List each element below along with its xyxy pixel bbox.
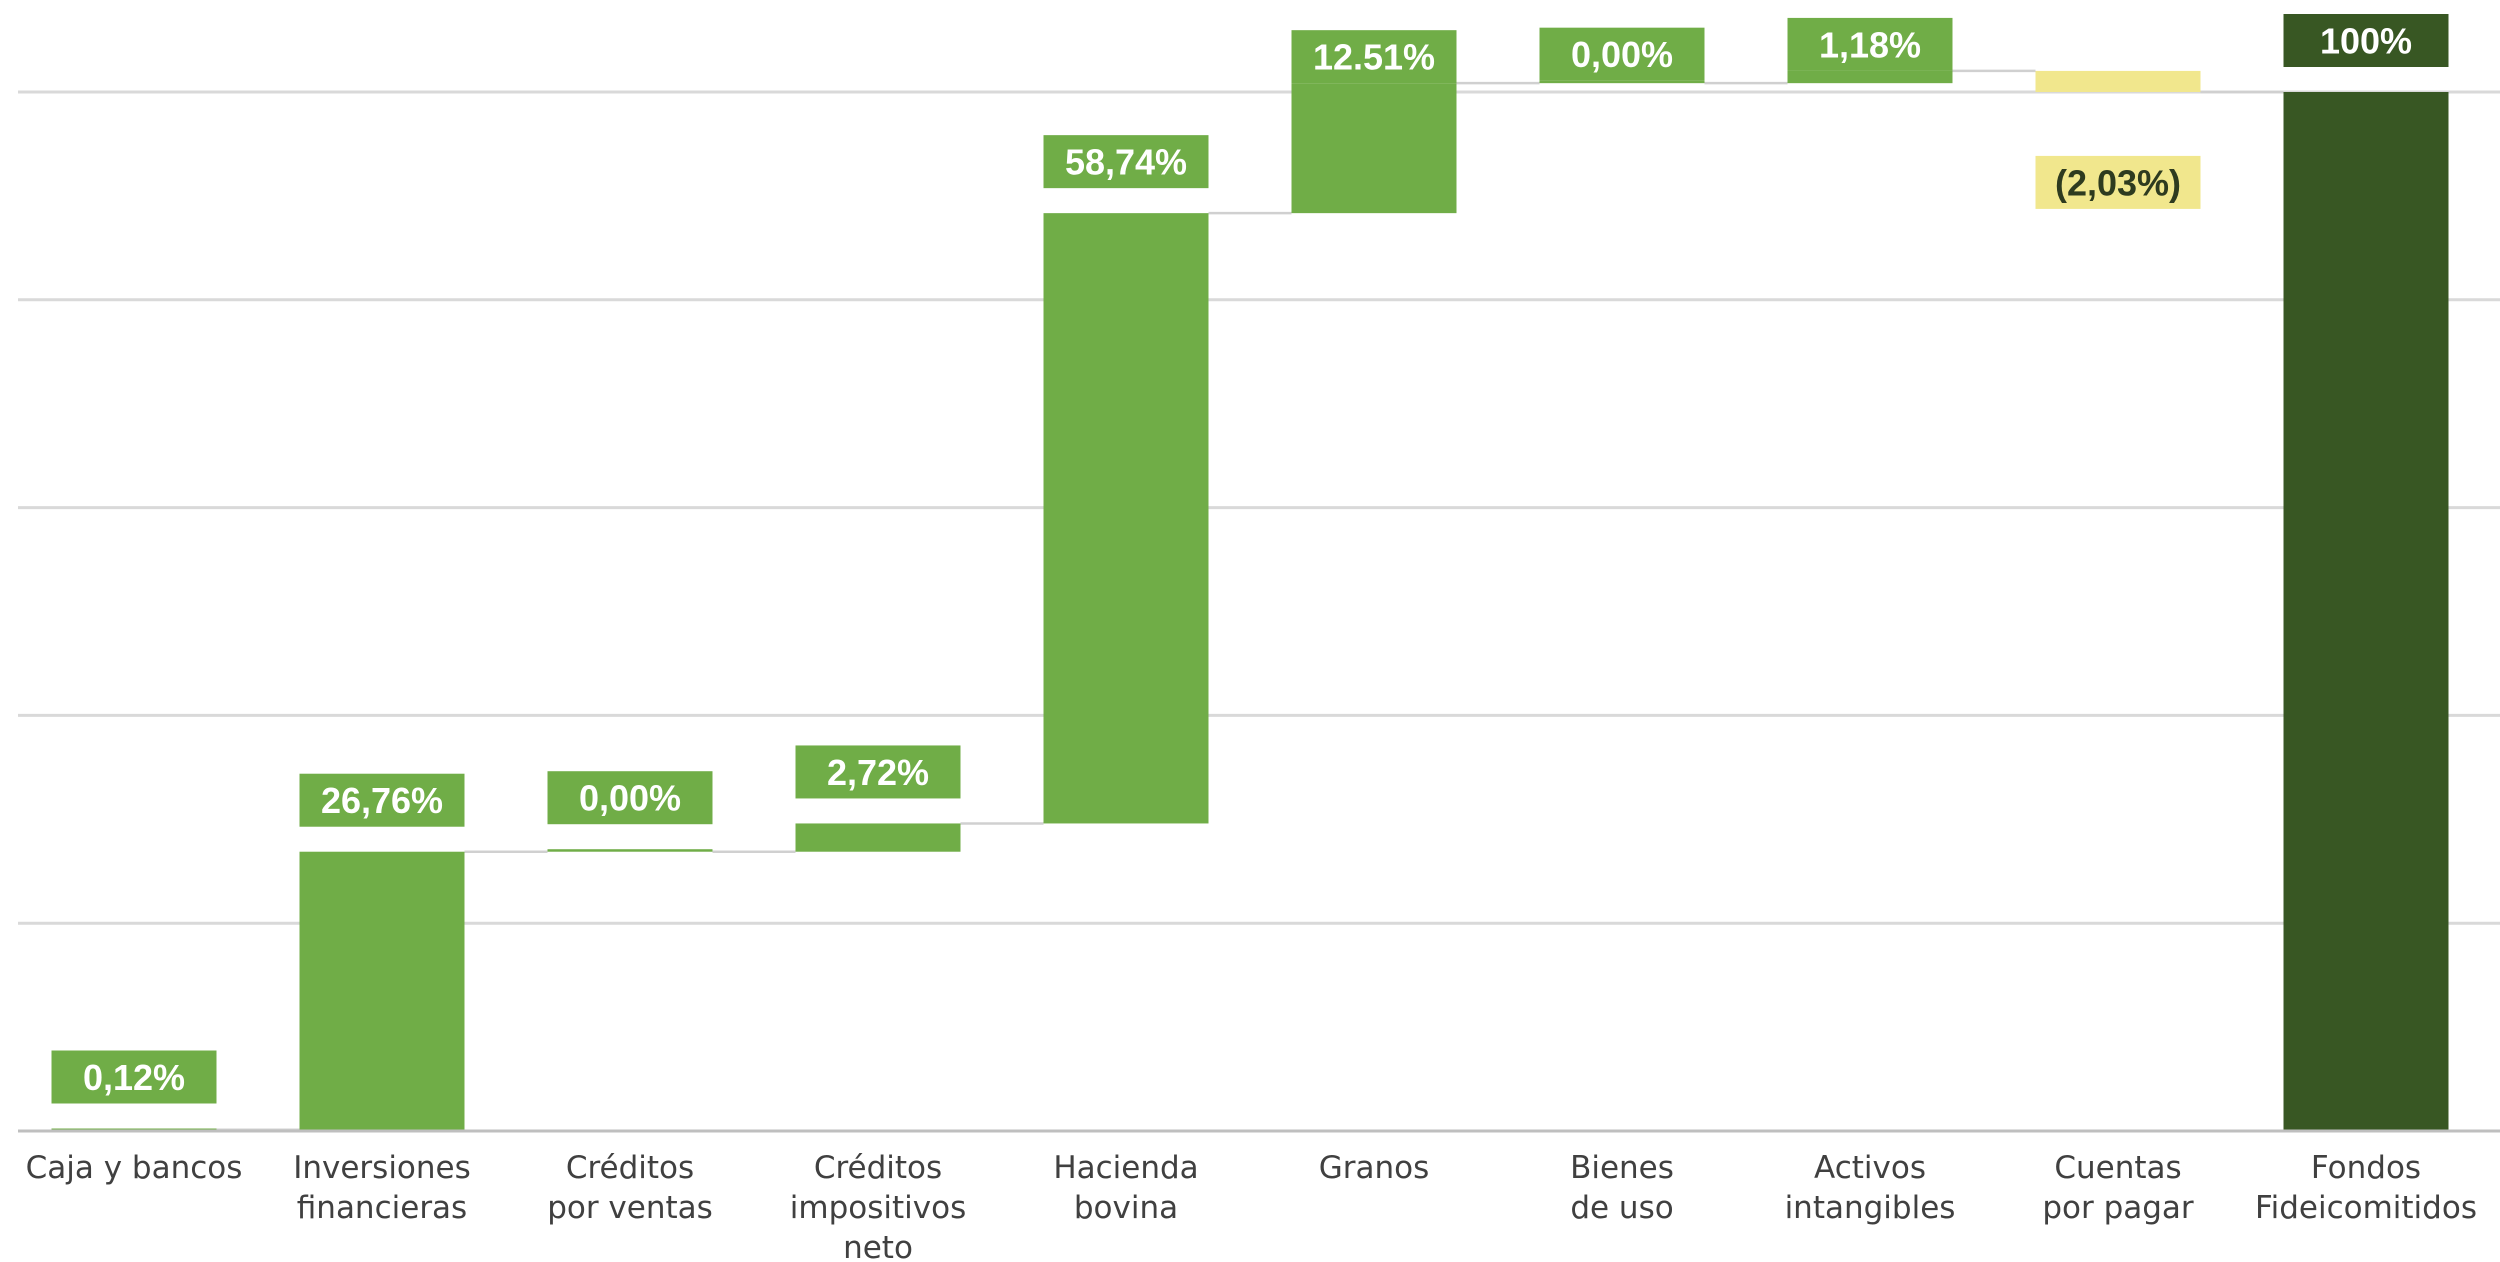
bar [795, 823, 961, 852]
data-label: (2,03%) [2055, 162, 2181, 203]
data-label: 12.51% [1313, 37, 1435, 78]
bars [51, 70, 2449, 1131]
bar [1291, 83, 1457, 214]
data-label: 0,12% [83, 1057, 185, 1098]
bar [299, 851, 465, 1130]
data-label: 26,76% [321, 780, 443, 821]
data-label-box [547, 771, 713, 825]
data-label: 0,00% [579, 778, 681, 819]
x-axis: Caja y bancos Inversiones financieras Crédi… [18, 1129, 2500, 1262]
data-label: 0,00% [1571, 34, 1673, 75]
data-label-box [299, 773, 465, 827]
data-label: 58,74% [1065, 142, 1187, 183]
data-labels: 0,12% 26,76% 0,00% 2,72% 58,74% 12.51% 0,00% 1,… [51, 14, 2449, 1104]
data-label: 100% [2320, 21, 2412, 62]
bar [1043, 213, 1209, 824]
category-label: Inversiones financieras [293, 1150, 471, 1226]
bar [1539, 80, 1705, 84]
data-label-box [1787, 17, 1953, 71]
data-label-box [1291, 30, 1457, 84]
data-label: 1,18% [1819, 24, 1921, 65]
data-label-box [1539, 27, 1705, 81]
bar [547, 849, 713, 852]
data-label-box [51, 1050, 217, 1104]
category-label: Activos intangibles [1785, 1150, 1956, 1226]
data-label: 2,72% [827, 752, 929, 793]
category-label: Bienes de uso [1570, 1150, 1674, 1226]
category-label: Caja y bancos [26, 1150, 243, 1186]
category-label: Granos [1319, 1150, 1430, 1186]
bar [1787, 70, 1953, 84]
category-label: Hacienda bovina [1053, 1150, 1198, 1226]
data-label-box [795, 745, 961, 799]
data-label-box [2283, 14, 2449, 67]
data-label-box [1043, 135, 1209, 189]
bar [2035, 70, 2201, 92]
category-label: Créditos por ventas [547, 1150, 713, 1226]
category-label: Fondos Fideicomitidos [2255, 1150, 2477, 1226]
data-label-box [2035, 155, 2201, 209]
connector-lines [216, 69, 2284, 1132]
gridlines [18, 90, 2500, 925]
category-label: Créditos impositivos neto [790, 1150, 966, 1262]
category-label: Cuentas por pagar [2042, 1150, 2194, 1226]
bar [2283, 92, 2449, 1131]
